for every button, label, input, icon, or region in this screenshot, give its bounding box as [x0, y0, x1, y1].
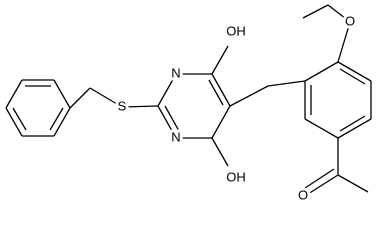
bond [89, 87, 123, 108]
atom-label: O [345, 13, 355, 28]
bond [211, 137, 229, 167]
bond [208, 79, 224, 106]
atom-label: N [171, 129, 180, 144]
page: {"atoms": [ {"label": "OH"}, {"label": "… [5, 4, 372, 205]
bond [304, 61, 339, 82]
bond [211, 45, 229, 75]
molecule-diagram: OH N N OH S O O [5, 4, 372, 205]
bond [49, 107, 64, 131]
bond [229, 85, 269, 107]
bond [337, 118, 372, 139]
bond [164, 105, 180, 132]
bond [12, 107, 27, 131]
atom-label: OH [226, 169, 246, 184]
atom-labels: OH N N OH S O O [115, 10, 358, 205]
bond [302, 4, 329, 19]
bonds [5, 4, 372, 195]
bond [121, 105, 159, 108]
bond [53, 79, 71, 109]
bond [157, 73, 177, 107]
bond [304, 118, 339, 139]
bond [211, 73, 231, 107]
bond [327, 4, 351, 23]
atom-label: O [298, 187, 308, 202]
bond [157, 105, 177, 139]
atom-label: OH [226, 23, 246, 38]
bond [211, 105, 231, 139]
bond [53, 107, 71, 137]
bond [339, 115, 366, 132]
atom-label: N [171, 65, 180, 80]
bond [69, 87, 91, 109]
bond [5, 107, 23, 137]
bond [267, 80, 306, 87]
bond [307, 174, 339, 195]
bond [5, 79, 23, 109]
bond [337, 21, 351, 63]
atom-label: S [118, 98, 127, 113]
bond [339, 68, 366, 85]
bond [337, 174, 369, 193]
bond [337, 61, 372, 82]
bond [304, 168, 335, 189]
